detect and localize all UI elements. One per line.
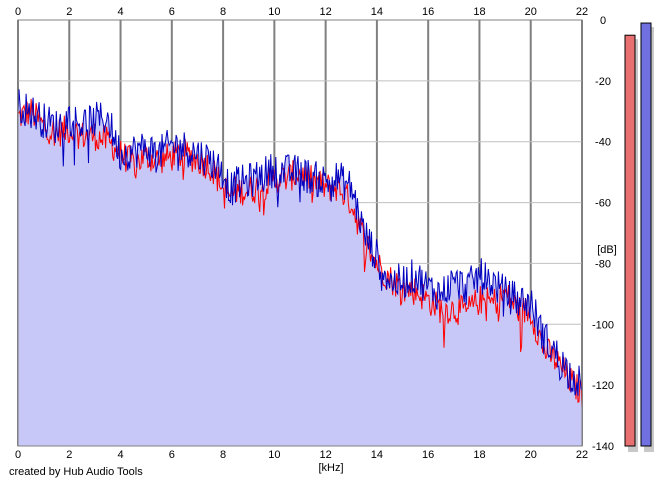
y-tick-label: -100 xyxy=(592,319,614,331)
x-tick-label-bottom: 6 xyxy=(169,449,175,461)
y-tick-label: 0 xyxy=(600,15,606,27)
x-tick-label-bottom: 10 xyxy=(268,449,280,461)
series-left-channel xyxy=(17,98,583,409)
series-right-channel xyxy=(17,89,583,397)
y-tick-label: -40 xyxy=(595,137,611,149)
x-tick-label-bottom: 12 xyxy=(320,449,332,461)
x-ticks-bottom: 0 2 4 6 8 10 12 14 16 18 20 22 xyxy=(15,449,588,461)
x-tick-label-bottom: 14 xyxy=(371,449,383,461)
plot-frame xyxy=(17,19,583,447)
x-tick-label-top: 2 xyxy=(66,6,72,18)
x-tick-label-bottom: 4 xyxy=(117,449,123,461)
x-tick-label-bottom: 16 xyxy=(422,449,434,461)
y-tick-label: -120 xyxy=(592,380,614,392)
x-tick-label-top: 14 xyxy=(371,6,383,18)
y-tick-label: -140 xyxy=(592,441,614,453)
x-tick-label-bottom: 8 xyxy=(220,449,226,461)
y-tick-label: -20 xyxy=(595,76,611,88)
x-tick-label-bottom: 22 xyxy=(576,449,588,461)
level-meters xyxy=(624,22,654,453)
x-tick-label-top: 20 xyxy=(525,6,537,18)
y-tick-label: -60 xyxy=(595,198,611,210)
y-tick-label: -80 xyxy=(595,258,611,270)
level-meter-bar xyxy=(624,34,636,447)
x-axis-label: [kHz] xyxy=(318,462,343,474)
spectrum-fill-area xyxy=(18,89,582,447)
x-tick-label-top: 6 xyxy=(169,6,175,18)
x-tick-label-top: 12 xyxy=(320,6,332,18)
y-ticks: 0 -20 -40 -60 -80 -100 -120 -140 xyxy=(592,15,614,453)
x-tick-label-top: 18 xyxy=(473,6,485,18)
level-meter-bar xyxy=(640,22,652,447)
credit-text: created by Hub Audio Tools xyxy=(9,466,143,478)
x-tick-label-bottom: 2 xyxy=(66,449,72,461)
x-tick-label-top: 4 xyxy=(117,6,123,18)
y-axis-label: [dB] xyxy=(597,244,617,256)
x-tick-label-bottom: 18 xyxy=(473,449,485,461)
x-tick-label-top: 8 xyxy=(220,6,226,18)
x-tick-label-bottom: 20 xyxy=(525,449,537,461)
x-tick-label-top: 0 xyxy=(15,6,21,18)
x-tick-label-top: 10 xyxy=(268,6,280,18)
x-ticks-top: 0 2 4 6 8 10 12 14 16 18 20 22 xyxy=(15,6,588,18)
x-tick-label-bottom: 0 xyxy=(15,449,21,461)
x-tick-label-top: 22 xyxy=(576,6,588,18)
x-tick-label-top: 16 xyxy=(422,6,434,18)
